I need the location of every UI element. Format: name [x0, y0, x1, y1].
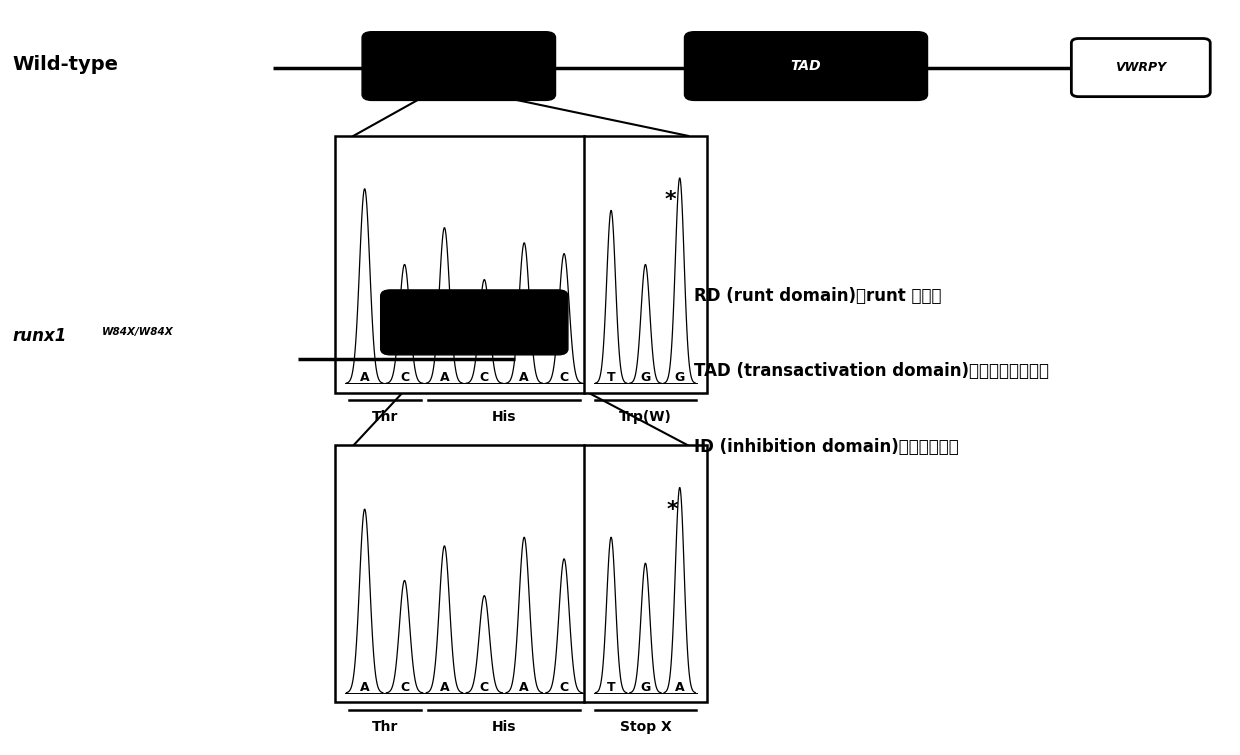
- Text: A: A: [440, 680, 449, 694]
- Text: A: A: [360, 680, 370, 694]
- Text: *: *: [667, 500, 678, 519]
- Text: C: C: [480, 680, 489, 694]
- FancyBboxPatch shape: [362, 32, 556, 100]
- Text: TAD: TAD: [791, 59, 821, 73]
- Text: VWRPY: VWRPY: [1115, 61, 1167, 74]
- Text: A: A: [440, 371, 449, 384]
- Bar: [335, 136, 707, 393]
- Text: W84X/W84X: W84X/W84X: [102, 328, 174, 337]
- Text: *: *: [665, 190, 676, 210]
- Text: A: A: [360, 371, 370, 384]
- Text: runx1: runx1: [12, 327, 67, 345]
- Text: ID (inhibition domain)：抑制结构域: ID (inhibition domain)：抑制结构域: [694, 438, 960, 456]
- Text: C: C: [401, 680, 409, 694]
- Text: G: G: [640, 680, 651, 694]
- Text: His: His: [492, 410, 517, 424]
- Text: Trp(W): Trp(W): [619, 410, 672, 424]
- Text: Stop X: Stop X: [620, 720, 671, 734]
- Text: RD (runt domain)：runt 结构域: RD (runt domain)：runt 结构域: [694, 287, 942, 305]
- FancyBboxPatch shape: [684, 32, 928, 100]
- Text: His: His: [492, 720, 517, 734]
- Text: T: T: [606, 680, 615, 694]
- Text: TAD (transactivation domain)：转录激活结构域: TAD (transactivation domain)：转录激活结构域: [694, 362, 1049, 381]
- FancyBboxPatch shape: [381, 290, 568, 355]
- Text: T: T: [606, 371, 615, 384]
- Text: Thr: Thr: [372, 410, 398, 424]
- Text: A: A: [675, 680, 684, 694]
- Text: Wild-type: Wild-type: [12, 54, 118, 74]
- Text: C: C: [480, 371, 489, 384]
- Text: C: C: [559, 680, 569, 694]
- Text: A: A: [520, 371, 529, 384]
- Text: Thr: Thr: [372, 720, 398, 734]
- FancyBboxPatch shape: [1071, 39, 1210, 97]
- Text: C: C: [559, 371, 569, 384]
- Text: G: G: [675, 371, 684, 384]
- Text: A: A: [520, 680, 529, 694]
- Text: C: C: [401, 371, 409, 384]
- Text: G: G: [640, 371, 651, 384]
- Bar: [335, 445, 707, 702]
